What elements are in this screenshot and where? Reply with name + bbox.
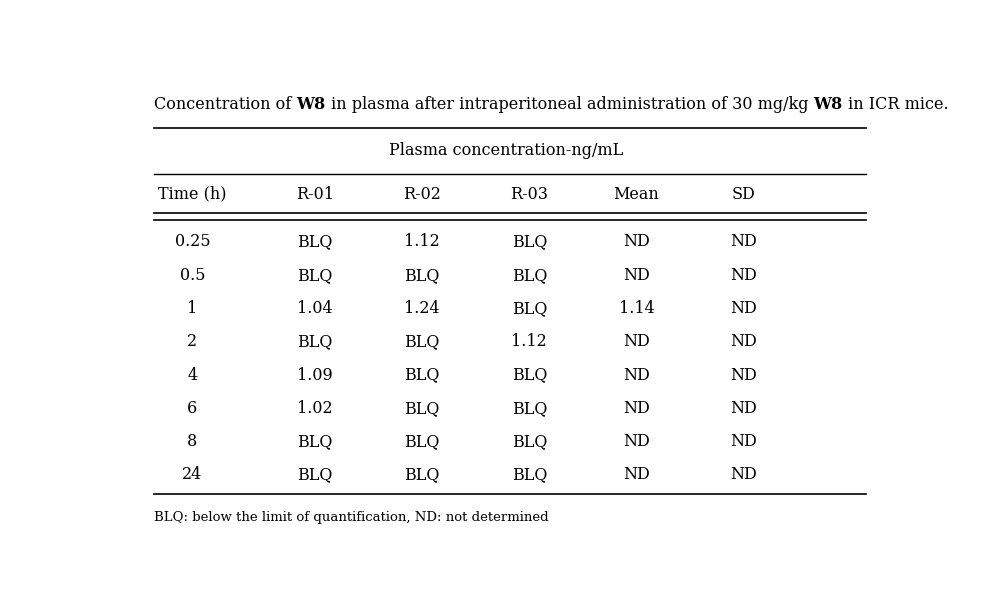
Text: Time (h): Time (h) <box>158 186 226 202</box>
Text: in plasma after intraperitoneal administration of 30 mg/kg: in plasma after intraperitoneal administ… <box>326 96 813 113</box>
Text: BLQ: BLQ <box>297 433 333 450</box>
Text: BLQ: BLQ <box>512 300 547 317</box>
Text: ND: ND <box>730 466 757 484</box>
Text: 2: 2 <box>188 333 198 350</box>
Text: ND: ND <box>730 433 757 450</box>
Text: Concentration of: Concentration of <box>154 96 296 113</box>
Text: 4: 4 <box>188 366 198 384</box>
Text: SD: SD <box>732 186 756 202</box>
Text: 1: 1 <box>188 300 198 317</box>
Text: BLQ: below the limit of quantification, ND: not determined: BLQ: below the limit of quantification, … <box>154 511 548 525</box>
Text: 1.24: 1.24 <box>404 300 440 317</box>
Text: 8: 8 <box>188 433 198 450</box>
Text: ND: ND <box>730 267 757 284</box>
Text: Plasma concentration-ng/mL: Plasma concentration-ng/mL <box>389 142 623 159</box>
Text: 1.12: 1.12 <box>404 233 440 250</box>
Text: 0.25: 0.25 <box>175 233 210 250</box>
Text: BLQ: BLQ <box>404 466 440 484</box>
Text: in ICR mice.: in ICR mice. <box>843 96 948 113</box>
Text: W8: W8 <box>813 96 843 113</box>
Text: BLQ: BLQ <box>404 267 440 284</box>
Text: ND: ND <box>623 433 650 450</box>
Text: BLQ: BLQ <box>297 233 333 250</box>
Text: BLQ: BLQ <box>512 466 547 484</box>
Text: ND: ND <box>623 333 650 350</box>
Text: R-03: R-03 <box>511 186 548 202</box>
Text: ND: ND <box>730 233 757 250</box>
Text: 6: 6 <box>188 400 198 417</box>
Text: ND: ND <box>623 466 650 484</box>
Text: BLQ: BLQ <box>512 233 547 250</box>
Text: BLQ: BLQ <box>512 366 547 384</box>
Text: BLQ: BLQ <box>404 333 440 350</box>
Text: BLQ: BLQ <box>512 400 547 417</box>
Text: 1.04: 1.04 <box>297 300 333 317</box>
Text: BLQ: BLQ <box>404 433 440 450</box>
Text: ND: ND <box>623 366 650 384</box>
Text: 1.14: 1.14 <box>618 300 654 317</box>
Text: BLQ: BLQ <box>512 433 547 450</box>
Text: ND: ND <box>730 366 757 384</box>
Text: ND: ND <box>623 267 650 284</box>
Text: BLQ: BLQ <box>297 466 333 484</box>
Text: 1.12: 1.12 <box>512 333 547 350</box>
Text: BLQ: BLQ <box>404 400 440 417</box>
Text: ND: ND <box>730 300 757 317</box>
Text: 0.5: 0.5 <box>180 267 206 284</box>
Text: 24: 24 <box>183 466 203 484</box>
Text: W8: W8 <box>296 96 326 113</box>
Text: ND: ND <box>623 400 650 417</box>
Text: ND: ND <box>623 233 650 250</box>
Text: BLQ: BLQ <box>297 333 333 350</box>
Text: R-02: R-02 <box>403 186 441 202</box>
Text: BLQ: BLQ <box>512 267 547 284</box>
Text: Mean: Mean <box>614 186 659 202</box>
Text: R-01: R-01 <box>296 186 334 202</box>
Text: BLQ: BLQ <box>404 366 440 384</box>
Text: 1.09: 1.09 <box>297 366 333 384</box>
Text: BLQ: BLQ <box>297 267 333 284</box>
Text: ND: ND <box>730 333 757 350</box>
Text: 1.02: 1.02 <box>297 400 333 417</box>
Text: ND: ND <box>730 400 757 417</box>
